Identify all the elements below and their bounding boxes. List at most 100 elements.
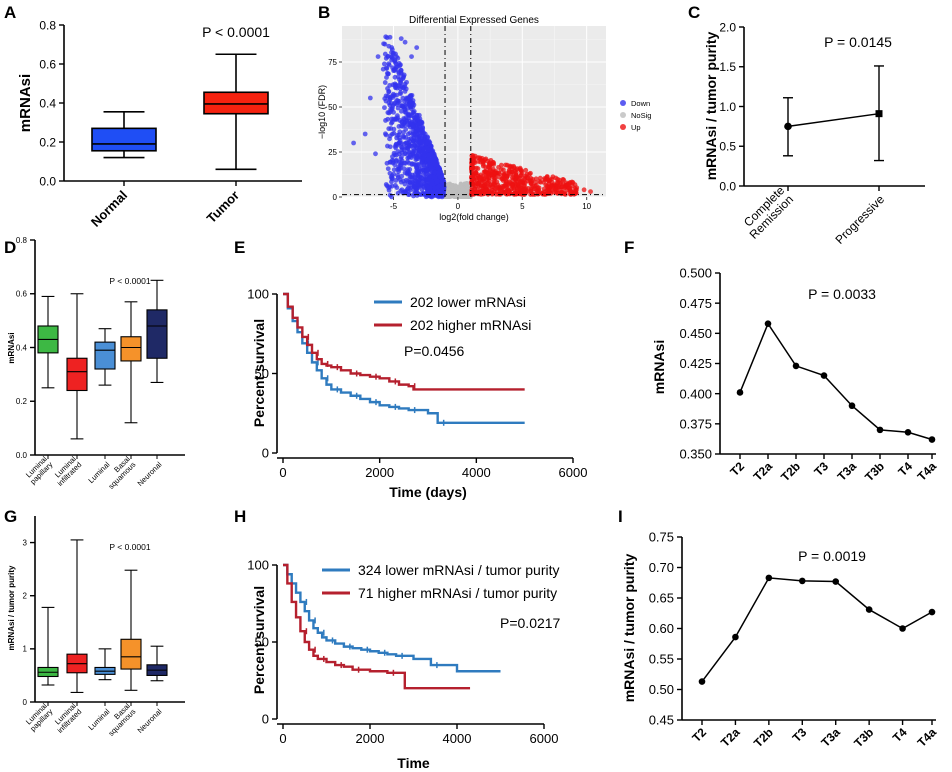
data-point-t4a — [928, 608, 936, 616]
x-tick-label: 0 — [279, 465, 286, 480]
point-nosig — [457, 189, 462, 194]
y-axis-tick-label: 0.5 — [719, 140, 736, 154]
point-up — [496, 174, 502, 180]
point-up — [497, 171, 502, 177]
point-nosig — [461, 186, 466, 191]
x-tick-label: 5 — [520, 202, 525, 211]
box-basal-squamous — [120, 301, 142, 424]
point-down — [411, 161, 417, 167]
point-up — [470, 176, 476, 181]
legend-label-lower: 324 lower mRNAsi / tumor purity — [358, 562, 560, 578]
box-iqr — [91, 127, 157, 152]
point-up — [491, 160, 496, 166]
point-down — [383, 132, 389, 138]
point-up — [498, 162, 504, 168]
data-point-t4 — [899, 625, 906, 632]
point-down — [394, 92, 400, 98]
y-axis-tick-label: 0.350 — [679, 447, 712, 462]
data-point-t3b — [876, 426, 884, 434]
point-down — [424, 145, 429, 151]
x-tick-label: 4000 — [443, 731, 472, 746]
x-tick-label-text: T2 — [727, 459, 747, 479]
x-tick-label-text: T2a — [718, 725, 743, 750]
point-down — [383, 34, 389, 40]
point-nosig — [446, 182, 451, 187]
x-tick-label-text: T2b — [751, 725, 776, 750]
y-axis-label: mRNAsi — [7, 332, 16, 363]
chart-title: Differential Expressed Genes — [409, 15, 539, 26]
y-axis-tick-label: 0.4 — [39, 96, 56, 110]
point-down — [413, 178, 418, 184]
data-point-t2 — [698, 678, 706, 685]
x-tick-label-text: T2b — [778, 459, 803, 484]
x-tick-label-t2a: T2a — [751, 459, 776, 484]
point-down — [408, 187, 413, 193]
point-down — [387, 83, 393, 88]
point-up — [489, 187, 495, 193]
y-axis-tick-label: 0.375 — [679, 417, 712, 432]
panel-e: E Percent survival 0 50 100 0 2000 4000 6000 202 … — [234, 238, 587, 500]
x-tick-label-line: Neuronal — [136, 707, 164, 735]
y-axis-tick-label: 50 — [255, 366, 269, 381]
point-down — [386, 187, 392, 193]
y-axis-tick-label: 2.0 — [719, 20, 736, 34]
point-down — [399, 108, 404, 114]
x-tick-label: 6000 — [559, 465, 588, 480]
point-down — [387, 159, 393, 165]
point-up — [561, 177, 567, 183]
point-down — [389, 131, 395, 137]
point-down — [387, 170, 393, 176]
x-tick-label-t3b: T3b — [862, 459, 887, 484]
point-down — [417, 162, 422, 168]
x-tick-label-t4a: T4a — [915, 725, 940, 750]
point-down — [403, 127, 409, 132]
y-axis-tick-label: 0.50 — [649, 682, 674, 697]
x-tick-label-t3b: T3b — [851, 725, 876, 750]
point-down — [423, 165, 429, 171]
x-tick-label: Neuronal — [136, 460, 164, 488]
point-down — [398, 188, 404, 194]
x-tick-label-text: T2a — [751, 459, 776, 484]
x-tick-label-text: T3 — [790, 725, 810, 745]
point-down — [428, 143, 434, 149]
point-up — [475, 181, 481, 187]
legend-label-up: Up — [631, 123, 641, 132]
point-up — [557, 180, 563, 186]
point-up — [546, 181, 552, 187]
x-tick-label-text: T3b — [862, 459, 887, 484]
data-point-t2b — [792, 362, 800, 370]
point-up — [469, 179, 474, 185]
point-down — [362, 131, 368, 137]
y-axis-tick-label: 2 — [23, 592, 28, 601]
point-down — [432, 185, 437, 191]
p-value-annotation: P = 0.0145 — [824, 34, 892, 50]
x-tick-label-text: T3a — [818, 725, 843, 750]
point-down — [414, 153, 420, 158]
x-tick-label-t4: T4 — [895, 459, 915, 479]
point-down — [429, 182, 435, 187]
x-tick-label: Neuronal — [136, 707, 164, 735]
y-axis-tick-label: 0.60 — [649, 621, 674, 636]
point-down — [392, 100, 398, 106]
point-down — [395, 55, 401, 61]
point-up — [484, 181, 490, 186]
point-up — [483, 156, 489, 162]
y-axis-tick-label: 0.4 — [16, 343, 28, 352]
panel-label-i: I — [618, 507, 623, 526]
y-axis-label: mRNAsi — [17, 74, 34, 132]
point-up — [470, 154, 476, 160]
legend-label-higher: 202 higher mRNAsi — [410, 317, 531, 333]
point-up — [469, 191, 474, 197]
y-axis-label: Percent survival — [251, 586, 267, 694]
x-tick-label-t3a: T3a — [835, 459, 860, 484]
x-tick-label: Progressive — [832, 192, 887, 247]
y-axis-tick-label: 0.45 — [649, 713, 674, 728]
x-tick-label-text: T4 — [895, 459, 915, 479]
legend-swatch-nosig — [620, 112, 626, 118]
x-tick-label-text: T4a — [915, 459, 940, 484]
point-down — [392, 74, 398, 80]
point-down — [384, 70, 390, 76]
